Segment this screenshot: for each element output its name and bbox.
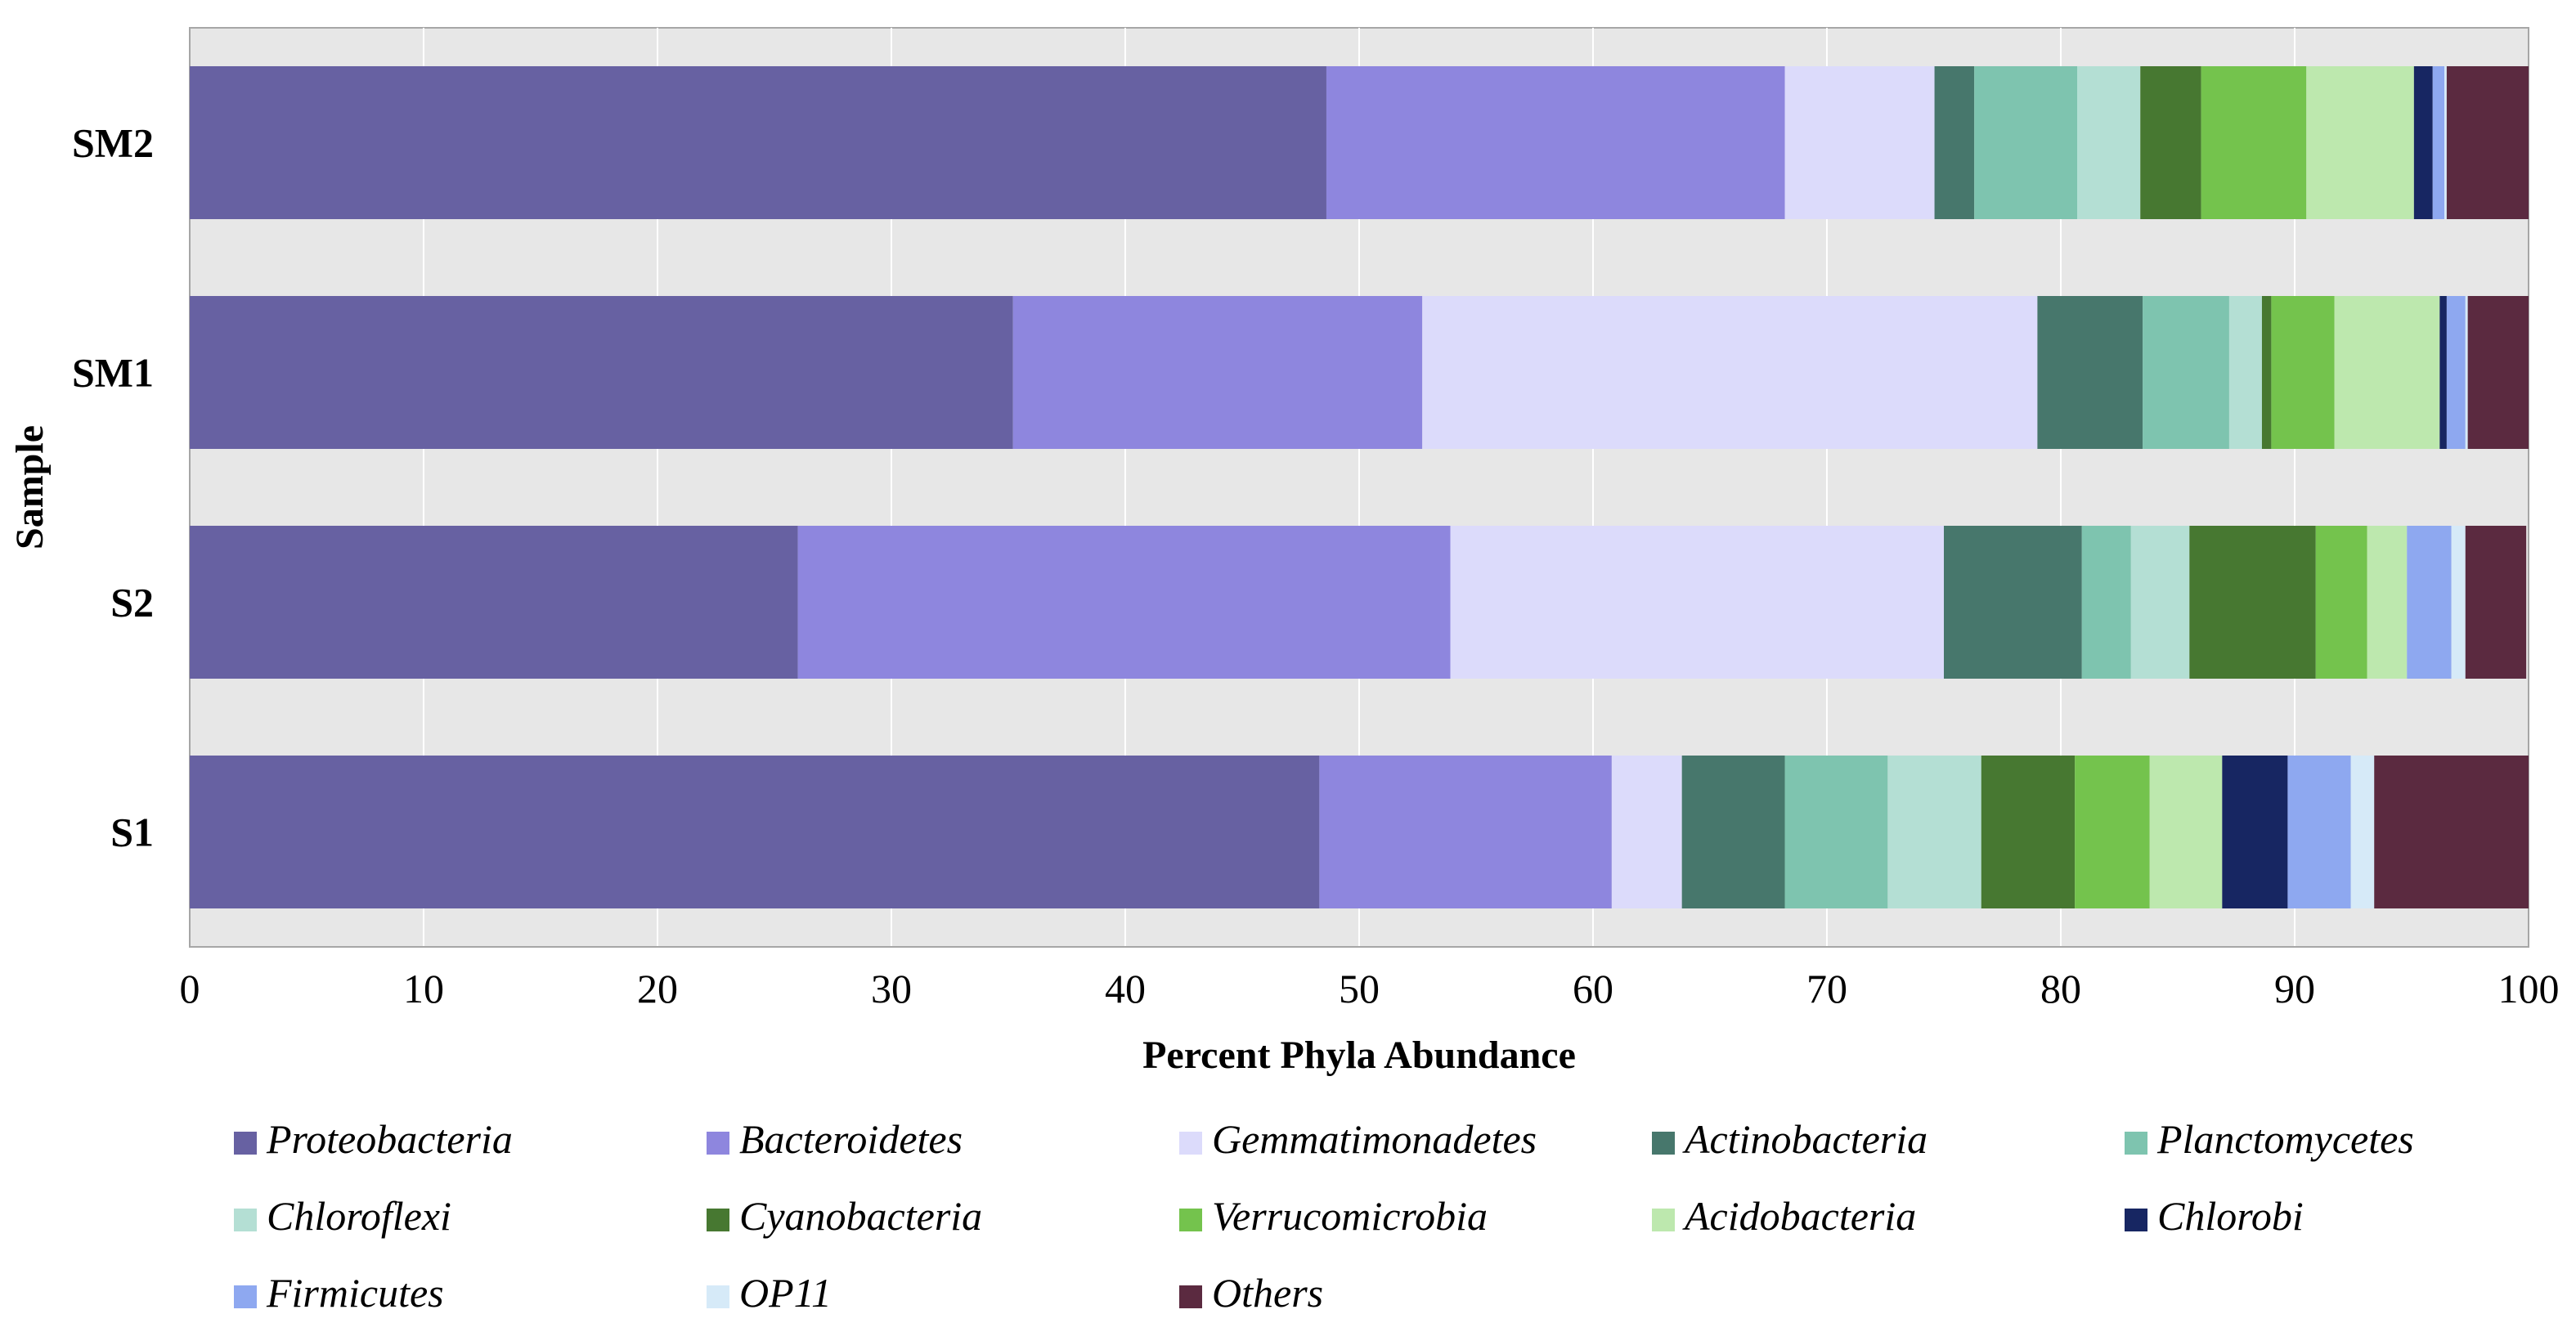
y-category-label: S2 — [110, 580, 154, 626]
legend-label: Bacteroidetes — [739, 1116, 963, 1162]
legend-swatch — [707, 1132, 729, 1155]
bar-segment-planctomycetes-s1 — [1784, 756, 1888, 908]
x-tick-label: 70 — [1806, 966, 1847, 1011]
y-category-label: S1 — [110, 810, 154, 855]
bar-segment-op11-s2 — [2451, 526, 2466, 679]
legend-swatch — [1179, 1132, 1202, 1155]
bar-segment-others-sm1 — [2467, 296, 2529, 449]
bar-segment-chloroflexi-sm1 — [2228, 296, 2262, 449]
legend-swatch — [707, 1209, 729, 1231]
bar-segment-cyanobacteria-s1 — [1981, 756, 2076, 908]
legend-label: Chloroflexi — [267, 1193, 451, 1239]
legend-swatch — [234, 1209, 257, 1231]
bar-segment-chloroflexi-s1 — [1887, 756, 1981, 908]
bar-segment-bacteroidetes-s2 — [797, 526, 1451, 679]
bar-segment-proteobacteria-sm2 — [190, 66, 1326, 219]
bar-segment-planctomycetes-sm2 — [1974, 66, 2078, 219]
bar-segment-others-sm2 — [2446, 66, 2529, 219]
bar-segment-planctomycetes-s2 — [2081, 526, 2131, 679]
legend-label: Firmicutes — [266, 1270, 444, 1316]
legend-swatch — [2125, 1209, 2147, 1231]
legend-swatch — [1179, 1209, 1202, 1231]
legend-label: Planctomycetes — [2156, 1116, 2414, 1162]
bar-segment-verrucomicrobia-sm2 — [2201, 66, 2307, 219]
bar-segment-chlorobi-sm1 — [2439, 296, 2447, 449]
bar-segment-others-s1 — [2374, 756, 2529, 908]
bar-segment-firmicutes-sm2 — [2432, 66, 2445, 219]
x-tick-label: 30 — [871, 966, 912, 1011]
bar-segment-proteobacteria-sm1 — [190, 296, 1013, 449]
x-axis-title: Percent Phyla Abundance — [1142, 1034, 1576, 1077]
bar-segment-chlorobi-sm2 — [2413, 66, 2433, 219]
bar-segment-acidobacteria-s1 — [2149, 756, 2223, 908]
bars — [190, 66, 2529, 908]
bar-segment-actinobacteria-s2 — [1944, 526, 2082, 679]
bar-segment-cyanobacteria-sm2 — [2140, 66, 2201, 219]
x-tick-label: 100 — [2498, 966, 2560, 1011]
bar-segment-chlorobi-s1 — [2222, 756, 2288, 908]
bar-segment-acidobacteria-sm1 — [2334, 296, 2440, 449]
bar-segment-bacteroidetes-s1 — [1319, 756, 1612, 908]
bar-segment-firmicutes-s2 — [2407, 526, 2452, 679]
x-axis-ticks: 0 10 20 30 40 50 60 70 80 90 100 — [180, 966, 2560, 1011]
legend-label: Others — [1212, 1270, 1323, 1316]
legend-label: OP11 — [739, 1270, 832, 1316]
y-category-label: SM1 — [72, 350, 154, 396]
x-tick-label: 10 — [403, 966, 444, 1011]
legend-swatch — [1652, 1132, 1675, 1155]
legend-swatch — [234, 1285, 257, 1308]
legend-swatch — [234, 1132, 257, 1155]
legend-label: Cyanobacteria — [739, 1193, 982, 1239]
bar-segment-cyanobacteria-s2 — [2189, 526, 2316, 679]
bar-segment-bacteroidetes-sm2 — [1326, 66, 1785, 219]
bar-segment-gemmatimonadetes-sm1 — [1422, 296, 2038, 449]
bar-segment-gemmatimonadetes-sm2 — [1784, 66, 1935, 219]
x-tick-label: 50 — [1339, 966, 1380, 1011]
bar-segment-gemmatimonadetes-s2 — [1450, 526, 1944, 679]
bar-segment-actinobacteria-sm1 — [2037, 296, 2143, 449]
legend-label: Acidobacteria — [1682, 1193, 1916, 1239]
x-tick-label: 20 — [637, 966, 678, 1011]
x-tick-label: 90 — [2274, 966, 2315, 1011]
legend-swatch — [2125, 1132, 2147, 1155]
bar-segment-op11-sm1 — [2465, 296, 2468, 449]
bar-segment-proteobacteria-s1 — [190, 756, 1320, 908]
x-tick-label: 80 — [2040, 966, 2081, 1011]
legend-label: Chlorobi — [2157, 1193, 2304, 1239]
legend: Proteobacteria Bacteroidetes Gemmatimonade… — [234, 1116, 2414, 1316]
bar-segment-chloroflexi-s2 — [2130, 526, 2190, 679]
bar-segment-gemmatimonadetes-s1 — [1611, 756, 1682, 908]
legend-label: Proteobacteria — [266, 1116, 513, 1162]
legend-swatch — [1179, 1285, 1202, 1308]
bar-segment-others-s2 — [2465, 526, 2527, 679]
bar-segment-verrucomicrobia-s1 — [2075, 756, 2150, 908]
bar-segment-proteobacteria-s2 — [190, 526, 798, 679]
bar-segment-verrucomicrobia-sm1 — [2271, 296, 2335, 449]
bar-segment-verrucomicrobia-s2 — [2315, 526, 2367, 679]
bar-segment-op11-s1 — [2350, 756, 2375, 908]
x-tick-label: 60 — [1573, 966, 1613, 1011]
x-tick-label: 40 — [1105, 966, 1146, 1011]
bar-segment-chloroflexi-sm2 — [2077, 66, 2141, 219]
bar-segment-firmicutes-sm1 — [2446, 296, 2466, 449]
x-tick-label: 0 — [180, 966, 200, 1011]
bar-segment-firmicutes-s1 — [2287, 756, 2351, 908]
legend-label: Actinobacteria — [1682, 1116, 1928, 1162]
bar-segment-bacteroidetes-sm1 — [1012, 296, 1423, 449]
bar-segment-acidobacteria-s2 — [2367, 526, 2408, 679]
y-axis-title: Sample — [8, 425, 52, 549]
bar-segment-actinobacteria-s1 — [1681, 756, 1785, 908]
y-axis-categories: SM2 SM1 S2 S1 — [72, 120, 154, 855]
legend-swatch — [1652, 1209, 1675, 1231]
legend-label: Verrucomicrobia — [1212, 1193, 1488, 1239]
bar-segment-planctomycetes-sm1 — [2143, 296, 2229, 449]
bar-segment-acidobacteria-sm2 — [2306, 66, 2414, 219]
bar-segment-actinobacteria-sm2 — [1934, 66, 1975, 219]
legend-label: Gemmatimonadetes — [1212, 1116, 1537, 1162]
y-category-label: SM2 — [72, 120, 154, 166]
legend-swatch — [707, 1285, 729, 1308]
bar-segment-op11-sm2 — [2444, 66, 2447, 219]
bar-segment-cyanobacteria-sm1 — [2261, 296, 2272, 449]
